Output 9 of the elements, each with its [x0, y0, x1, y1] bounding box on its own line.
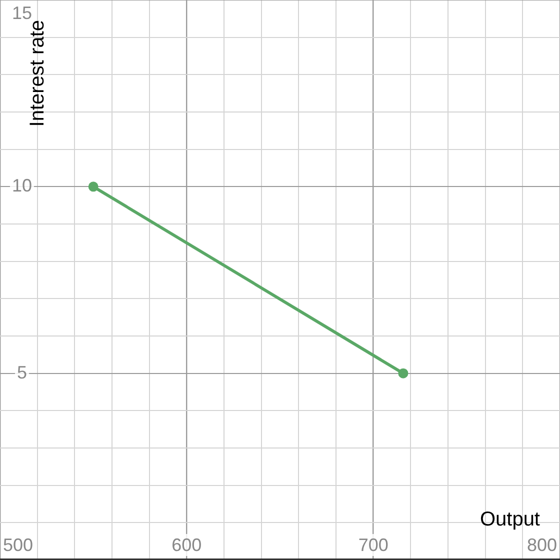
x-tick-label: 500	[2, 534, 34, 555]
x-tick-label: 800	[526, 534, 558, 555]
y-tick-label: 15	[12, 2, 32, 23]
x-tick-label: 700	[358, 534, 388, 555]
y-tick-label: 10	[12, 176, 32, 196]
y-axis-title: Interest rate	[26, 20, 49, 127]
x-axis-title: Output	[480, 508, 540, 531]
x-tick-label: 600	[172, 534, 202, 555]
y-tick-label: 5	[16, 362, 28, 382]
